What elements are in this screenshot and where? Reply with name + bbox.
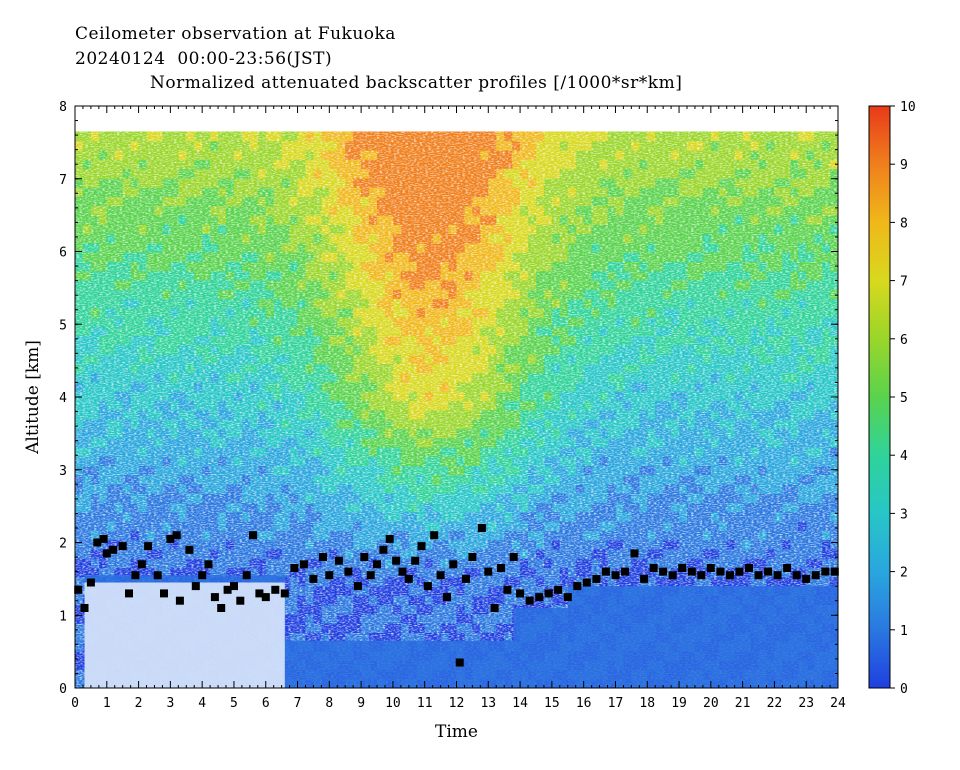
chart-title-line-1: Ceilometer observation at Fukuoka: [75, 24, 396, 44]
chart-title-line-3: Normalized attenuated backscatter profil…: [150, 73, 683, 93]
chart-title-line-2: 20240124 00:00-23:56(JST): [75, 49, 333, 69]
heatmap-area: [75, 131, 838, 688]
